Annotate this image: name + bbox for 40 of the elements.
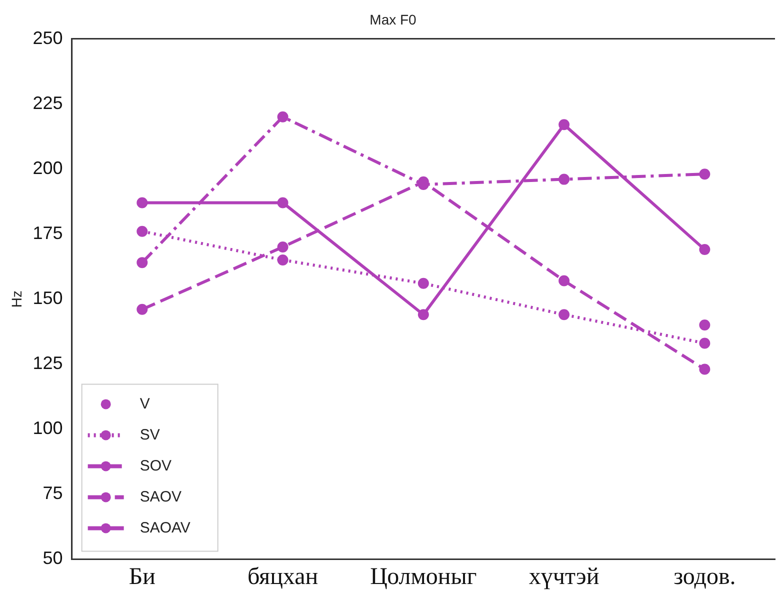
point xyxy=(699,338,710,349)
legend-label: SV xyxy=(140,426,160,444)
x-tick-label: Цолмоныг xyxy=(370,564,477,590)
point xyxy=(277,197,288,208)
point xyxy=(699,244,710,256)
y-tick-label: 150 xyxy=(32,288,63,308)
y-tick-label: 250 xyxy=(32,28,63,48)
point xyxy=(558,275,570,286)
y-axis-title: Hz xyxy=(8,290,24,308)
point xyxy=(136,197,148,208)
x-tick-label: хүчтэй xyxy=(528,564,600,590)
point xyxy=(558,174,570,185)
y-tick-label: 75 xyxy=(42,483,63,504)
chart-title: Max F0 xyxy=(370,11,417,28)
point xyxy=(277,111,288,122)
y-tick-label: 225 xyxy=(32,92,63,113)
point xyxy=(136,304,148,315)
x-tick-label: бяцхан xyxy=(247,564,318,590)
y-tick-label: 200 xyxy=(32,158,63,178)
point xyxy=(418,278,429,289)
x-tick-label: зодов. xyxy=(674,564,736,590)
point xyxy=(136,257,148,268)
legend-label: SAOV xyxy=(140,488,182,506)
point xyxy=(699,364,710,375)
point xyxy=(277,241,288,252)
point xyxy=(418,309,429,320)
y-tick-label: 125 xyxy=(32,353,63,374)
point xyxy=(699,320,710,331)
point xyxy=(558,119,570,130)
x-tick-label: Би xyxy=(128,564,156,590)
point xyxy=(558,309,570,320)
legend-label: SAOAV xyxy=(140,519,190,536)
y-tick-label: 175 xyxy=(32,222,63,243)
legend-label: V xyxy=(140,395,150,412)
point xyxy=(136,226,148,237)
y-tick-label: 100 xyxy=(32,418,63,438)
point xyxy=(699,168,710,180)
point xyxy=(277,254,288,266)
legend-label: SOV xyxy=(140,457,172,474)
y-tick-label: 50 xyxy=(42,548,63,568)
